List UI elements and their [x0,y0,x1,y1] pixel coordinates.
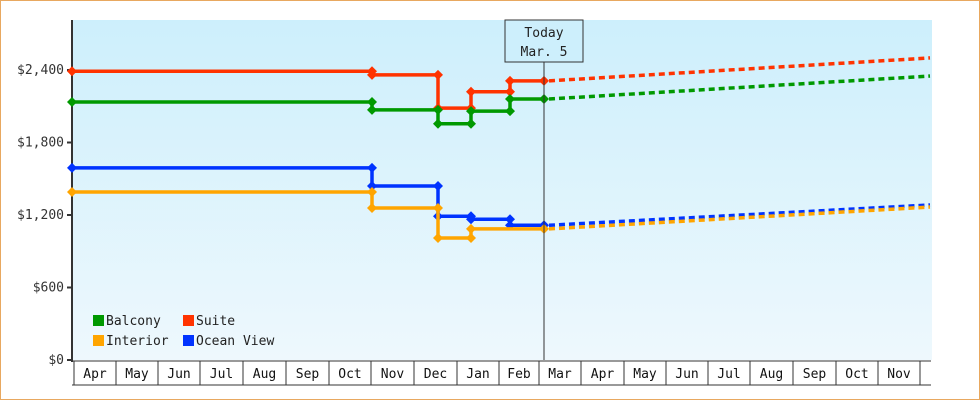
x-tick-label: Jul [717,367,740,382]
x-tick-label: Nov [381,367,405,382]
x-tick-label: Aug [253,367,276,382]
forecast-line [548,74,931,101]
x-axis: Apr May Jun Jul Aug Sep Oct Nov Dec Jan Feb Mar Apr M… [72,360,931,386]
x-tick-label: Mar [548,367,572,382]
data-point-marker[interactable] [505,106,515,117]
legend-label: Suite [196,314,235,329]
x-tick-label: Oct [338,367,361,382]
data-point-marker[interactable] [505,214,515,225]
today-marker: Today Mar. 5 [504,19,584,360]
series-interior [67,187,931,243]
legend-item-balcony[interactable]: Balcony [93,314,161,329]
data-point-marker[interactable] [367,162,377,173]
forecast-line [548,205,931,231]
legend-item-suite[interactable]: Suite [183,314,235,329]
series-balcony [67,74,931,129]
data-point-marker[interactable] [433,232,443,243]
y-tick-label: $1,200 [17,208,64,223]
legend-label: Interior [106,334,169,349]
series-layer [67,56,931,243]
data-point-marker[interactable] [433,202,443,213]
x-tick-label: Sep [296,367,320,382]
data-point-marker[interactable] [367,187,377,198]
x-tick-label: Jun [675,367,698,382]
data-point-marker[interactable] [466,86,476,97]
data-point-marker[interactable] [67,187,77,198]
data-point-marker[interactable] [466,232,476,243]
data-point-marker[interactable] [433,181,443,191]
data-point-marker[interactable] [433,69,443,80]
y-tick-label: $0 [48,353,64,368]
today-annotation-box [504,19,584,63]
y-axis: $0 $600 $1,200 $1,800 $2,400 [17,20,73,368]
x-tick-label: May [125,367,149,382]
x-tick-label: Aug [760,367,783,382]
x-tick-label: Apr [591,367,615,382]
x-tick-label: Feb [507,367,531,382]
forecast-line [548,203,931,228]
legend-item-ocean-view[interactable]: Ocean View [183,334,274,349]
data-point-marker[interactable] [433,118,443,129]
x-tick-label: May [633,367,657,382]
legend-swatch-icon [93,335,104,346]
forecast-line [548,56,931,83]
data-point-marker[interactable] [433,104,443,115]
x-tick-label: Nov [887,367,911,382]
y-tick-label: $2,400 [17,63,64,78]
x-tick-label: Jun [167,367,190,382]
data-point-marker[interactable] [505,86,515,97]
data-point-marker[interactable] [466,118,476,129]
x-tick-label: Dec [424,367,447,382]
plot-area [72,20,932,360]
legend-swatch-icon [183,315,194,326]
data-point-marker[interactable] [505,75,515,86]
today-label: Today [524,26,563,41]
legend: Balcony Suite Interior Ocean View [93,314,274,349]
data-point-marker[interactable] [367,202,377,213]
legend-item-interior[interactable]: Interior [93,334,169,349]
legend-label: Balcony [106,314,161,329]
y-tick-label: $600 [33,281,64,296]
data-point-marker[interactable] [367,181,377,191]
data-point-marker[interactable] [367,69,377,80]
x-tick-label: Jan [466,367,489,382]
y-tick-label: $1,800 [17,136,64,151]
legend-swatch-icon [183,335,194,346]
data-point-marker[interactable] [466,106,476,117]
data-point-marker[interactable] [67,162,77,173]
data-point-marker[interactable] [367,104,377,115]
data-point-marker[interactable] [505,94,515,104]
data-point-marker[interactable] [367,97,377,108]
data-point-marker[interactable] [466,214,476,225]
today-date: Mar. 5 [521,45,568,60]
x-tick-label: Apr [83,367,107,382]
x-tick-label: Jul [210,367,233,382]
series-suite [67,56,931,114]
data-point-marker[interactable] [67,97,77,108]
x-tick-label: Sep [803,367,827,382]
data-point-marker[interactable] [466,223,476,234]
legend-label: Ocean View [196,334,274,349]
x-tick-label: Oct [845,367,868,382]
legend-swatch-icon [93,315,104,326]
data-point-marker[interactable] [67,66,77,77]
